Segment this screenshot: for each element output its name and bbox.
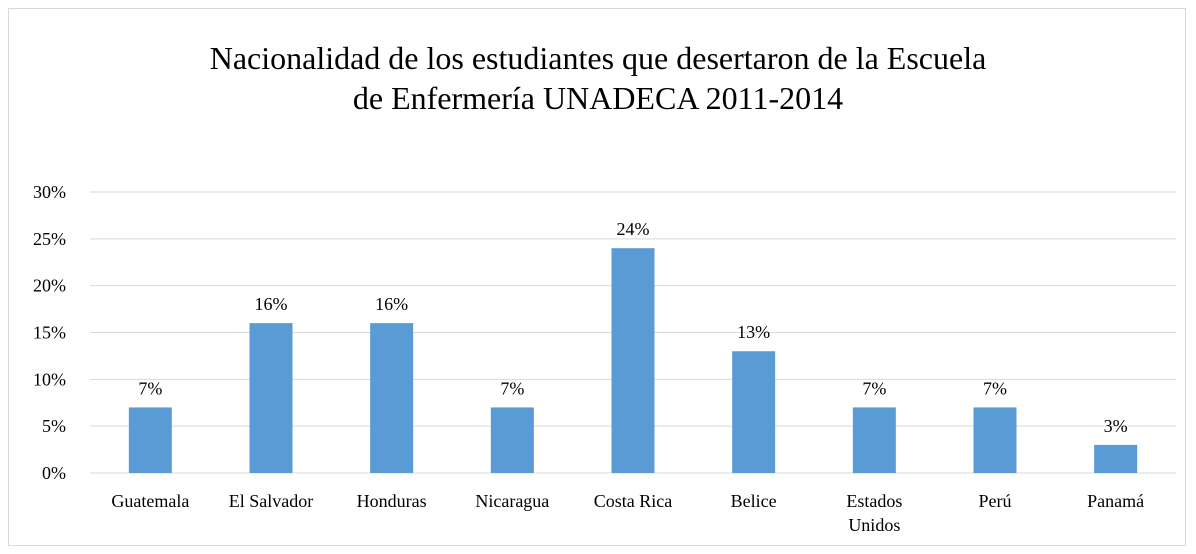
data-label: 13%: [737, 322, 770, 342]
data-label: 7%: [983, 378, 1007, 398]
data-label: 16%: [375, 294, 408, 314]
x-tick-label: Nicaragua: [475, 491, 549, 511]
x-tick-label: Guatemala: [111, 491, 189, 511]
chart-title: Nacionalidad de los estudiantes que dese…: [0, 38, 1196, 118]
x-tick-label: Belice: [731, 491, 777, 511]
data-label: 3%: [1104, 416, 1128, 436]
bar: [490, 407, 534, 473]
y-tick-label: 15%: [33, 323, 66, 343]
bar: [852, 407, 896, 473]
y-tick-label: 5%: [42, 416, 66, 436]
data-label: 7%: [862, 378, 886, 398]
data-label: 16%: [255, 294, 288, 314]
x-tick-label: Honduras: [357, 491, 427, 511]
bar: [732, 351, 776, 473]
bar: [249, 323, 293, 473]
x-tick-label: Panamá: [1087, 491, 1144, 511]
bar: [1094, 444, 1138, 473]
x-tick-label: Perú: [979, 491, 1012, 511]
chart-title-line-2: de Enfermería UNADECA 2011-2014: [352, 80, 844, 116]
data-label: 7%: [138, 378, 162, 398]
y-tick-label: 0%: [42, 463, 66, 483]
data-label: 7%: [500, 378, 524, 398]
x-tick-label: Estados: [846, 491, 902, 511]
bar: [370, 323, 414, 473]
data-label: 24%: [617, 219, 650, 239]
y-tick-label: 20%: [33, 276, 66, 296]
bar: [611, 248, 655, 473]
bar: [128, 407, 172, 473]
x-tick-label: Unidos: [848, 515, 900, 535]
x-tick-label: Costa Rica: [594, 491, 673, 511]
y-tick-label: 25%: [33, 229, 66, 249]
x-tick-label: El Salvador: [229, 491, 313, 511]
y-tick-label: 30%: [33, 182, 66, 202]
chart-title-line-1: Nacionalidad de los estudiantes que dese…: [209, 40, 987, 76]
y-tick-label: 10%: [33, 369, 66, 389]
bar: [973, 407, 1017, 473]
